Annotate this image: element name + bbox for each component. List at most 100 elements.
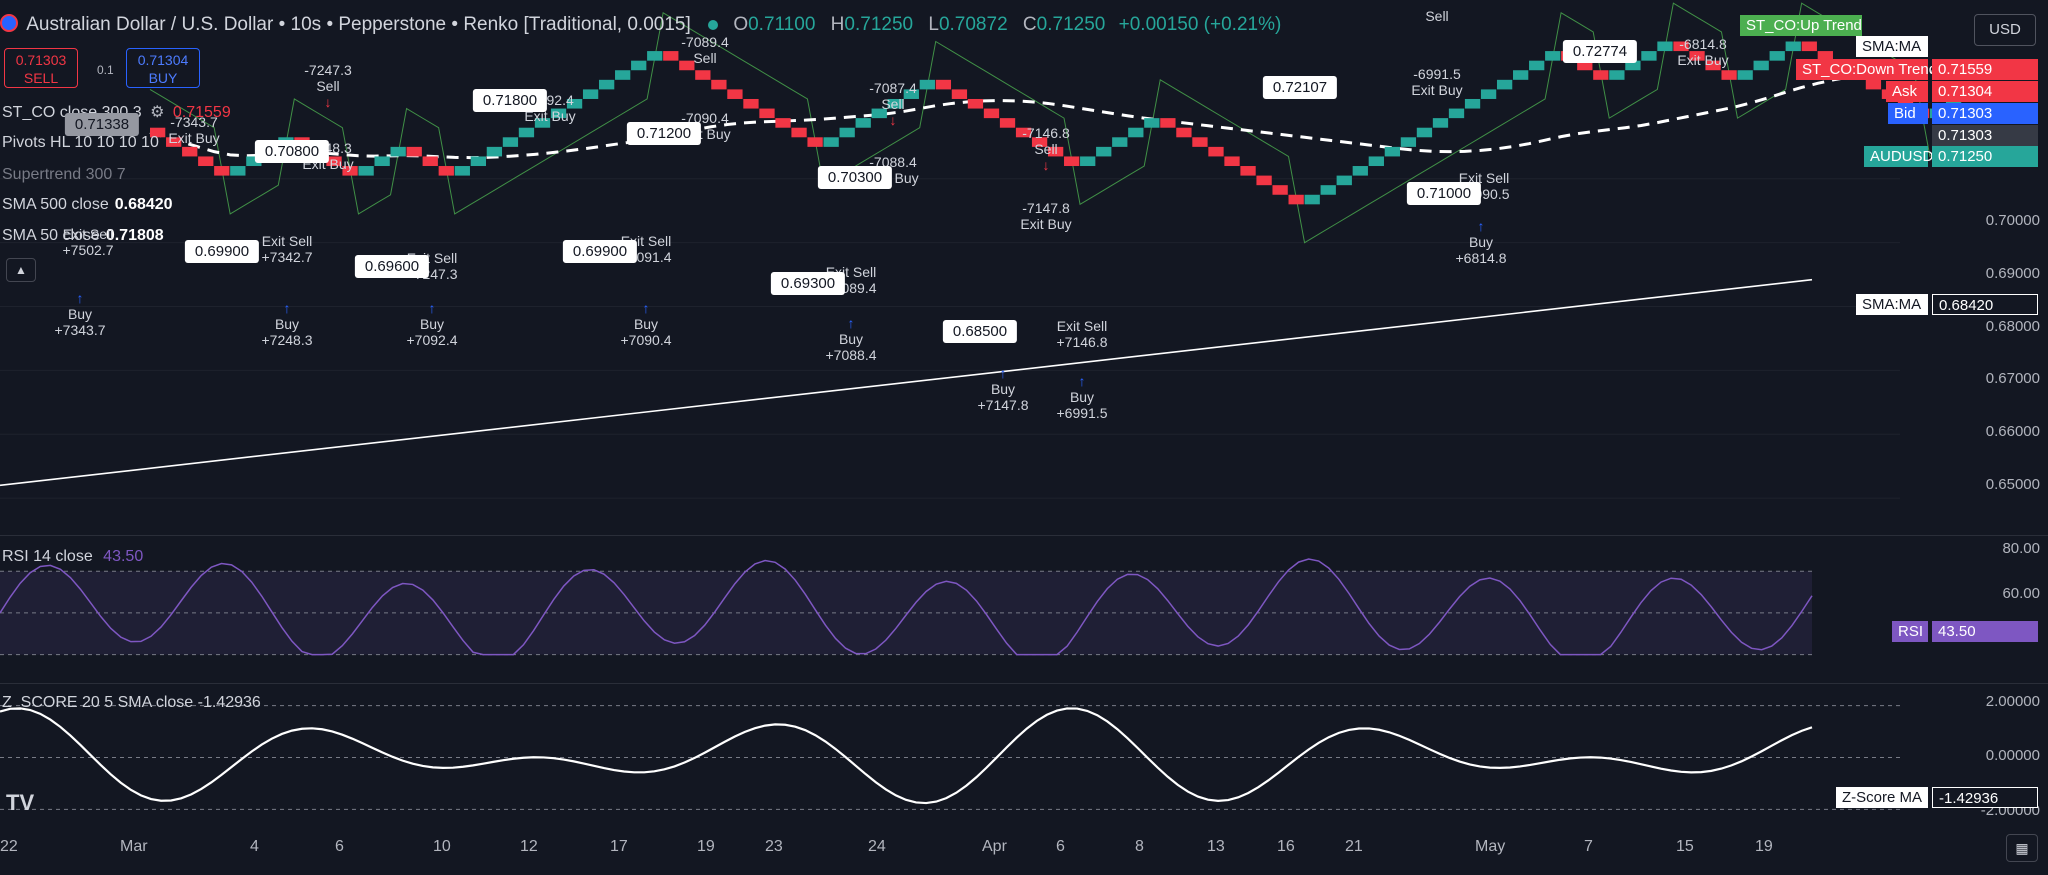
renko-brick-up [1545, 51, 1561, 61]
renko-brick-down [438, 166, 454, 176]
renko-brick-up [1480, 89, 1497, 99]
renko-brick-up [1080, 156, 1096, 167]
settings-gear-icon[interactable]: ⚙ [150, 104, 165, 121]
renko-brick-up [534, 118, 551, 128]
legend-rsi[interactable]: RSI 14 close 43.50 [2, 548, 143, 566]
tradingview-logo-icon[interactable]: TV [6, 790, 35, 815]
date-label: May [1475, 838, 1506, 855]
pivot-low-label: 0.69900 [184, 240, 260, 263]
renko-brick-down [182, 146, 198, 157]
legend-zscore[interactable]: Z_SCORE 20 5 SMA close -1.42936 [2, 694, 261, 712]
supertrend-line [149, 2, 1947, 244]
spread-value: 0.1 [97, 63, 114, 77]
exit-sell-annotation: Exit Sell +7146.8 [1056, 318, 1108, 350]
renko-brick-down [1240, 166, 1256, 176]
renko-brick-down [935, 79, 952, 90]
legend-sma500[interactable]: SMA 500 close 0.68420 [2, 196, 173, 214]
renko-brick-up [1112, 137, 1128, 147]
buy-annotation: ↑ Buy +7088.4 [825, 315, 877, 363]
renko-brick-down [1272, 185, 1288, 195]
renko-brick-up [1641, 51, 1657, 61]
renko-brick-down [759, 108, 775, 119]
renko-brick-down [1192, 137, 1208, 147]
renko-brick-up [1384, 146, 1401, 157]
legend-sma50-label: SMA 50 close [2, 227, 100, 244]
legend-sma500-value: 0.68420 [114, 196, 173, 213]
renko-brick-up [1625, 60, 1641, 71]
renko-brick-down [743, 98, 759, 109]
pivot-low-label: 0.68500 [942, 320, 1018, 343]
renko-brick-up [374, 156, 390, 167]
renko-brick-down [342, 166, 358, 176]
date-label: Apr [982, 838, 1007, 855]
buy-button[interactable]: 0.71304 BUY [126, 48, 200, 88]
sma50-dashed-line [149, 70, 1946, 160]
tag-rsi-value: 43.50 [1932, 621, 2038, 642]
pivot-high-label: 0.70300 [817, 166, 893, 189]
buy-annotation: ↑ Buy +7248.3 [261, 300, 313, 348]
sell-price: 0.71303 [15, 52, 67, 68]
renko-brick-up [1416, 127, 1433, 138]
renko-brick-down [1673, 41, 1689, 52]
date-label: Mar [120, 838, 148, 855]
exit-sell-annotation: Exit Sell +7342.7 [261, 233, 313, 265]
legend-pivots[interactable]: Pivots HL 10 10 10 10 [2, 134, 159, 151]
renko-brick-down [791, 127, 807, 138]
date-label: 7 [1584, 838, 1593, 855]
pane-separator-rsi[interactable] [0, 535, 2048, 536]
pivot-low-label: 0.69900 [562, 240, 638, 263]
renko-brick-up [647, 51, 663, 61]
pane-separator-zscore[interactable] [0, 683, 2048, 684]
tag-bid-label: Bid [1888, 103, 1928, 124]
pivot-low-label: 0.69300 [770, 272, 846, 295]
price-axis-label: 0.69000 [1985, 265, 2040, 282]
renko-brick-down [807, 137, 823, 147]
legend-sma50[interactable]: SMA 50 close 0.71808 [2, 227, 164, 245]
date-label: 16 [1277, 838, 1295, 855]
renko-brick-down [1064, 156, 1080, 167]
open-label: O [733, 14, 749, 35]
zscore-axis-label: 2.00000 [1985, 693, 2040, 710]
renko-brick-up [358, 166, 374, 176]
renko-brick-up [230, 166, 246, 176]
renko-brick-up [615, 70, 631, 80]
renko-brick-up [1657, 41, 1673, 52]
tag-rsi-label: RSI [1892, 621, 1928, 642]
tag-audusd-value: 0.71250 [1932, 146, 2038, 167]
sma500-line [0, 278, 1813, 487]
sell-button[interactable]: 0.71303 SELL [4, 48, 78, 88]
renko-brick-up [598, 79, 615, 90]
renko-brick-up [855, 118, 871, 128]
legend-supertrend[interactable]: Supertrend 300 7 [2, 166, 126, 183]
renko-brick-up [582, 89, 599, 99]
renko-brick-up [1464, 98, 1481, 109]
renko-brick-up [1737, 70, 1753, 80]
buy-annotation: ↑ Buy +7147.8 [977, 365, 1029, 413]
renko-brick-up [550, 108, 567, 119]
buy-annotation: ↑ Buy +7343.7 [54, 290, 106, 338]
renko-brick-up [1400, 137, 1417, 147]
renko-brick-up [1128, 127, 1144, 138]
collapse-legend-chevron-up-icon[interactable]: ▲ [6, 258, 36, 282]
renko-brick-down [150, 127, 166, 138]
renko-brick-up [1753, 60, 1769, 71]
renko-brick-up [1496, 79, 1513, 90]
tag-stco-down-trend-value: 0.71559 [1932, 59, 2038, 80]
date-label: 19 [1755, 838, 1773, 855]
symbol-header: Australian Dollar / U.S. Dollar • 10s • … [0, 14, 1281, 36]
pivot-high-label: 0.72107 [1262, 76, 1338, 99]
renko-brick-up [1320, 185, 1336, 195]
legend-sma500-label: SMA 500 close [2, 196, 109, 213]
rsi-line [0, 558, 1813, 656]
renko-brick-down [214, 166, 230, 176]
renko-brick-up [1448, 108, 1465, 119]
renko-brick-up [1513, 70, 1529, 80]
date-label: 10 [433, 838, 451, 855]
calendar-icon[interactable]: ▦ [2006, 834, 2038, 862]
currency-select[interactable]: USD [1974, 14, 2036, 46]
renko-brick-up [823, 137, 839, 147]
symbol-flag-icon [0, 14, 18, 32]
symbol-title[interactable]: Australian Dollar / U.S. Dollar • 10s • … [26, 14, 691, 35]
